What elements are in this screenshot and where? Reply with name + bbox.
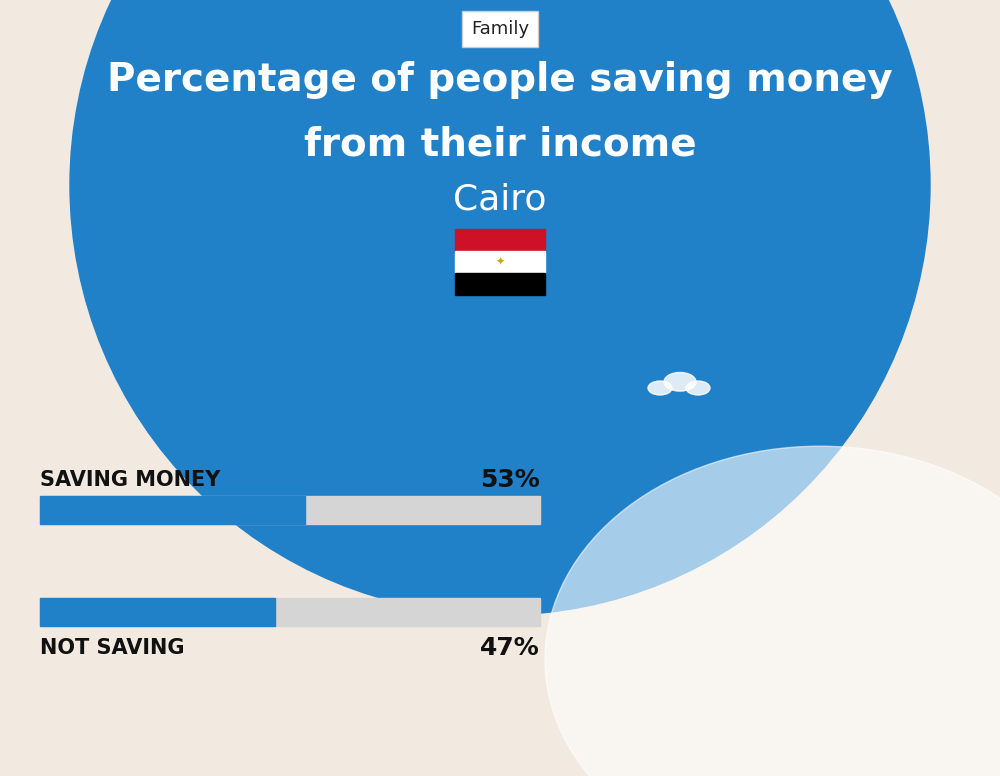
Bar <box>40 496 305 524</box>
Text: SAVING MONEY: SAVING MONEY <box>40 470 220 490</box>
Ellipse shape <box>664 372 696 391</box>
Bar <box>455 273 545 295</box>
Text: NOT SAVING: NOT SAVING <box>40 638 184 658</box>
Text: Family: Family <box>471 20 529 38</box>
Text: 53%: 53% <box>480 468 540 492</box>
Text: from their income: from their income <box>304 126 696 164</box>
Bar <box>455 251 545 273</box>
Bar <box>40 598 540 626</box>
Text: Cairo: Cairo <box>453 183 547 217</box>
Text: ✦: ✦ <box>495 257 505 267</box>
Bar <box>40 598 275 626</box>
Ellipse shape <box>648 381 672 395</box>
Ellipse shape <box>686 381 710 395</box>
Ellipse shape <box>545 446 1000 776</box>
Bar <box>40 496 540 524</box>
Ellipse shape <box>70 0 930 615</box>
Text: Percentage of people saving money: Percentage of people saving money <box>107 61 893 99</box>
Bar <box>455 230 545 251</box>
Text: 47%: 47% <box>480 636 540 660</box>
